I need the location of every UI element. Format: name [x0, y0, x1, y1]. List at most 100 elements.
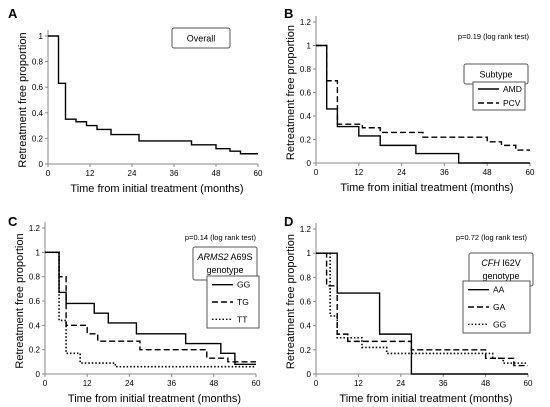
y-tick-label: 0.8: [300, 65, 312, 74]
panel-letter: D: [284, 214, 293, 229]
x-tick-label: 0: [46, 169, 51, 178]
series-line-gg: [45, 251, 256, 365]
panel-letter: C: [8, 214, 18, 229]
panel-b: B 0 0.2 0.4 0.6 0.8 1 1.2 0 12 24 36 48 60 Time from i…: [284, 6, 535, 194]
label-box-line-1: ARMS2 A69S: [196, 252, 252, 262]
y-tick-label: 0.8: [300, 273, 312, 282]
y-tick-label: 1: [307, 42, 312, 51]
y-tick-label: 0.4: [32, 109, 44, 118]
x-tick-label: 12: [354, 379, 363, 388]
label-box: [171, 27, 231, 49]
legend-box: [472, 81, 526, 111]
panel-a: A 0 0.2 0.4 0.6 0.8 1 0 12 24 36 48 60 Time from init…: [8, 6, 263, 195]
variant-name: I62V: [500, 258, 521, 268]
label-box-line-2: genotype: [482, 271, 519, 281]
series-line-ga: [316, 252, 528, 367]
gene-name: CFH: [481, 258, 500, 268]
x-tick-label: 12: [354, 168, 363, 177]
x-axis-label: Time from initial treatment (months): [339, 393, 512, 405]
series-line-pcv: [316, 44, 530, 151]
p-value-text: p=0.72 (log rank test): [456, 233, 528, 242]
y-tick-label: 0.2: [29, 346, 41, 355]
x-tick-label: 48: [481, 379, 490, 388]
x-tick-label: 0: [43, 379, 48, 388]
y-axis-label: Retreatment free proportion: [17, 32, 29, 167]
y-tick-label: 0.4: [300, 112, 312, 121]
y-tick-label: 0.2: [300, 136, 312, 145]
y-tick-label: 0.2: [32, 134, 44, 143]
gene-name: ARMS2: [196, 252, 228, 262]
label-box-line-2: genotype: [206, 265, 243, 275]
panel-letter: A: [8, 6, 18, 21]
x-tick-label: 24: [125, 379, 134, 388]
y-tick-label: 1.2: [29, 224, 41, 233]
x-tick-label: 60: [252, 379, 261, 388]
label-box-line-1: CFH I62V: [481, 258, 521, 268]
x-axis-label: Time from initial treatment (months): [68, 393, 241, 405]
y-tick-label: 1: [39, 32, 44, 41]
x-tick-label: 12: [86, 169, 95, 178]
series-line-amd: [316, 44, 530, 164]
y-tick-label: 0.8: [29, 273, 41, 282]
label-box-text: Overall: [187, 34, 216, 44]
legend-label: GG: [237, 280, 250, 290]
series-line-aa: [316, 252, 528, 375]
x-tick-label: 24: [396, 379, 405, 388]
y-tick-label: 0.6: [300, 298, 312, 307]
variant-name: A69S: [228, 252, 252, 262]
y-tick-label: 1: [307, 249, 312, 258]
x-tick-label: 36: [167, 379, 176, 388]
legend-label: AA: [493, 285, 505, 295]
x-tick-label: 48: [209, 379, 218, 388]
legend-label: GA: [493, 302, 506, 312]
y-tick-label: 0: [39, 160, 44, 169]
x-tick-label: 12: [83, 379, 92, 388]
x-axis-label: Time from initial treatment (months): [340, 182, 513, 194]
x-tick-label: 60: [524, 379, 533, 388]
legend-label: PCV: [503, 98, 521, 108]
panel-c: C 0 0.2 0.4 0.6 0.8 1 1.2 0 12 24 36 48 60 Time from i…: [8, 214, 261, 405]
legend-label: GG: [493, 319, 506, 329]
x-tick-label: 36: [170, 169, 179, 178]
y-tick-label: 1.2: [300, 225, 312, 234]
x-tick-label: 60: [526, 168, 535, 177]
series-line-overall: [48, 35, 258, 155]
y-tick-label: 1.2: [300, 18, 312, 27]
x-tick-label: 36: [439, 379, 448, 388]
y-tick-label: 0.4: [29, 321, 41, 330]
legend-label: TT: [237, 314, 247, 324]
y-tick-label: 1: [36, 248, 41, 257]
x-tick-label: 0: [314, 168, 319, 177]
y-tick-label: 0: [307, 370, 312, 379]
series-line-tt: [45, 251, 256, 368]
y-tick-label: 0: [307, 159, 312, 168]
y-tick-label: 0.6: [29, 297, 41, 306]
legend-label: AMD: [503, 84, 522, 94]
series-line-gg: [316, 252, 528, 364]
y-tick-label: 0.6: [32, 83, 44, 92]
x-tick-label: 48: [212, 169, 221, 178]
y-tick-label: 0.6: [300, 89, 312, 98]
y-axis-label: Retreatment free proportion: [14, 233, 26, 368]
x-tick-label: 24: [128, 169, 137, 178]
x-tick-label: 36: [440, 168, 449, 177]
x-axis-label: Time from initial treatment (months): [70, 183, 243, 195]
y-axis-label: Retreatment free proportion: [285, 234, 297, 369]
panel-letter: B: [284, 6, 293, 21]
x-tick-label: 60: [254, 169, 263, 178]
label-box-text: Subtype: [479, 70, 512, 80]
x-tick-label: 24: [397, 168, 406, 177]
series-line-tg: [45, 251, 256, 363]
y-tick-label: 0.2: [300, 346, 312, 355]
legend-label: TG: [237, 297, 249, 307]
y-tick-label: 0.4: [300, 322, 312, 331]
x-tick-label: 48: [483, 168, 492, 177]
y-axis-label: Retreatment free proportion: [285, 25, 297, 160]
p-value-text: p=0.19 (log rank test): [458, 32, 530, 41]
x-tick-label: 0: [314, 379, 319, 388]
p-value-text: p=0.14 (log rank test): [185, 233, 257, 242]
y-tick-label: 0: [36, 370, 41, 379]
panel-d: D 0 0.2 0.4 0.6 0.8 1 1.2 0 12 24 36 48 60 Time from i…: [284, 214, 534, 405]
y-tick-label: 0.8: [32, 58, 44, 67]
